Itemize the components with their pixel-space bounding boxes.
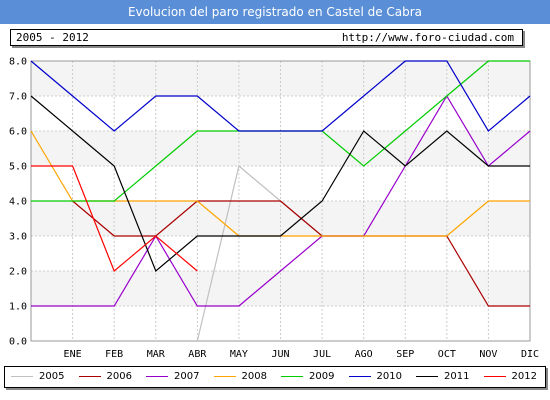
- x-tick-label: MAY: [230, 349, 248, 360]
- y-tick-label: 4.0: [9, 197, 27, 208]
- y-tick-label: 1.0: [9, 302, 27, 313]
- info-box: 2005 - 2012 http://www.foro-ciudad.com: [10, 29, 523, 46]
- series-line-2011: [30, 95, 530, 272]
- legend-label: 2008: [241, 371, 267, 382]
- legend-swatch: [11, 376, 33, 377]
- x-tick-label: JUN: [271, 349, 289, 360]
- legend-label: 2006: [106, 371, 132, 382]
- legend-item-2008: 2008: [208, 367, 276, 387]
- legend-label: 2012: [511, 371, 537, 382]
- legend-item-2012: 2012: [478, 367, 546, 387]
- legend-item-2011: 2011: [410, 367, 478, 387]
- plot-band: [31, 271, 530, 306]
- y-tick-label: 8.0: [9, 57, 27, 68]
- legend-item-2005: 2005: [5, 367, 73, 387]
- legend-swatch: [213, 376, 236, 377]
- x-tick-label: ABR: [188, 349, 207, 360]
- x-tick-label: ENE: [64, 349, 82, 360]
- x-tick-label: AGO: [355, 349, 373, 360]
- legend-item-2006: 2006: [73, 367, 141, 387]
- legend-swatch: [78, 376, 101, 377]
- y-tick-label: 2.0: [9, 267, 27, 278]
- legend-label: 2010: [376, 371, 402, 382]
- x-tick-label: OCT: [438, 349, 456, 360]
- legend-item-2010: 2010: [343, 367, 411, 387]
- x-tick-label: NOV: [479, 349, 497, 360]
- plot-band: [31, 131, 530, 166]
- x-tick-label: FEB: [105, 349, 123, 360]
- y-tick-label: 3.0: [9, 232, 27, 243]
- x-tick-label: SEP: [396, 349, 414, 360]
- legend-label: 2011: [444, 371, 470, 382]
- period-label: 2005 - 2012: [16, 31, 89, 44]
- legend-swatch: [483, 376, 506, 377]
- legend-swatch: [146, 376, 168, 377]
- series-line-2010: [30, 60, 531, 132]
- legend-swatch: [348, 376, 371, 377]
- x-tick-label: MAR: [147, 349, 166, 360]
- source-url: http://www.foro-ciudad.com: [341, 31, 514, 44]
- legend-item-2009: 2009: [275, 367, 343, 387]
- chart-legend: 2005 2006 2007 2008 2009 2010 2011 2012: [4, 366, 546, 388]
- legend-label: 2005: [39, 371, 65, 382]
- legend-label: 2007: [174, 371, 200, 382]
- y-tick-label: 6.0: [9, 127, 27, 138]
- y-tick-label: 7.0: [9, 92, 27, 103]
- x-tick-label: JUL: [313, 349, 331, 360]
- series-line-2012: [31, 165, 198, 272]
- legend-swatch: [281, 376, 303, 377]
- chart-title: Evolucion del paro registrado en Castel …: [0, 0, 550, 24]
- legend-swatch: [416, 376, 438, 377]
- y-tick-label: 0.0: [9, 337, 27, 348]
- y-tick-label: 5.0: [9, 162, 27, 173]
- legend-label: 2009: [309, 371, 335, 382]
- x-tick-label: DIC: [521, 349, 539, 360]
- legend-item-2007: 2007: [140, 367, 208, 387]
